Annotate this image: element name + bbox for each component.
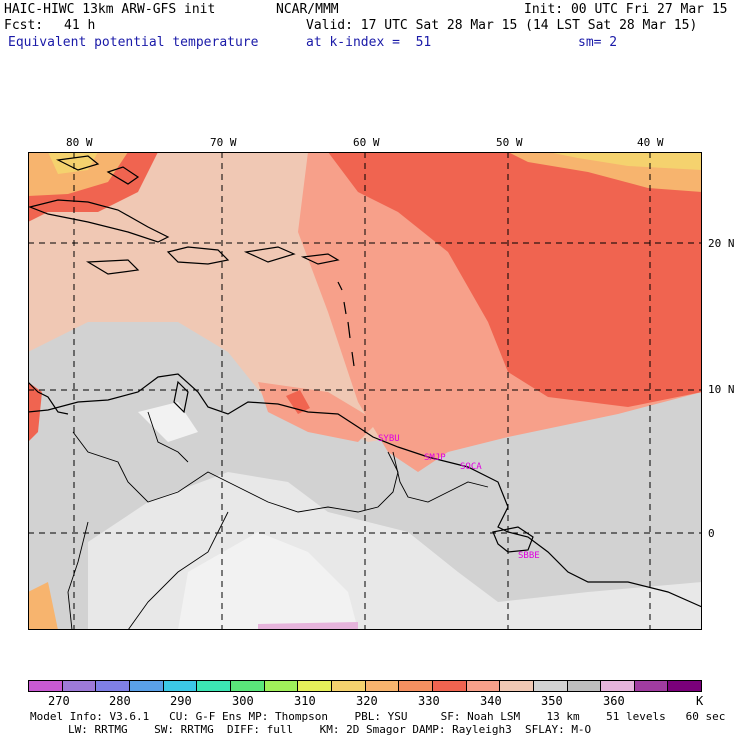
cbar-label-350: 350 — [541, 694, 563, 708]
lon-tick-60w: 60 W — [353, 136, 380, 149]
colorbar-swatch — [162, 681, 197, 691]
init-time: Init: 00 UTC Fri 27 Mar 15 — [524, 2, 728, 17]
colorbar-swatch — [364, 681, 399, 691]
colorbar-swatch — [566, 681, 601, 691]
colorbar-swatch — [465, 681, 500, 691]
colorbar-swatch — [95, 681, 129, 691]
station-sybu: SYBU — [378, 434, 400, 444]
org-label: NCAR/MMM — [276, 2, 339, 17]
colorbar-swatch — [499, 681, 533, 691]
lat-lon-grid — [28, 152, 702, 630]
field-name: Equivalent potential temperature — [8, 35, 259, 50]
lon-tick-40w: 40 W — [637, 136, 664, 149]
cbar-label-330: 330 — [418, 694, 440, 708]
map-panel — [28, 152, 702, 630]
field-yellow-top — [548, 152, 702, 170]
field-red-region — [328, 152, 702, 407]
station-smjp: SMJP — [424, 453, 446, 463]
level-label: at k-index = 51 — [306, 35, 432, 50]
cbar-label-320: 320 — [356, 694, 378, 708]
cbar-label-360: 360 — [603, 694, 625, 708]
field-lightest-region — [178, 532, 358, 630]
colorbar-swatch — [532, 681, 567, 691]
smoothing-label: sm= 2 — [578, 35, 618, 50]
cbar-label-unit: K — [696, 694, 704, 708]
cbar-label-280: 280 — [109, 694, 131, 708]
field-warm-sw — [28, 582, 58, 630]
lon-tick-50w: 50 W — [496, 136, 523, 149]
lat-tick-0: 0 — [708, 527, 715, 540]
colorbar-swatch — [398, 681, 432, 691]
colorbar-swatch — [229, 681, 264, 691]
field-magenta-patch — [258, 622, 358, 630]
map-border — [28, 152, 702, 630]
lat-tick-20n: 20 N — [708, 237, 735, 250]
field-yellow-nw — [48, 152, 98, 174]
lon-tick-80w: 80 W — [66, 136, 93, 149]
cbar-label-290: 290 — [170, 694, 192, 708]
forecast-label: Fcst: — [4, 18, 44, 33]
station-sbbe: SBBE — [518, 551, 540, 561]
field-warm-west — [28, 382, 42, 442]
colorbar — [28, 680, 702, 692]
lon-tick-70w: 70 W — [210, 136, 237, 149]
station-soca: SOCA — [460, 462, 482, 472]
field-white-patch — [138, 402, 198, 442]
model-info-line2: LW: RRTMG SW: RRTMG DIFF: full KM: 2D Sm… — [68, 723, 592, 736]
colorbar-swatch — [128, 681, 163, 691]
colorbar-swatch — [330, 681, 365, 691]
colorbar-swatch — [667, 681, 702, 691]
forecast-value: 41 h — [64, 18, 96, 33]
colorbar-swatch — [297, 681, 331, 691]
cbar-label-340: 340 — [480, 694, 502, 708]
colorbar-swatch — [263, 681, 298, 691]
colorbar-swatch — [633, 681, 668, 691]
model-info-line1: Model Info: V3.6.1 CU: G-F Ens MP: Thomp… — [30, 710, 726, 723]
colorbar-swatch — [29, 681, 62, 691]
colorbar-swatch — [431, 681, 466, 691]
colorbar-swatch — [196, 681, 230, 691]
model-title: HAIC-HIWC 13km ARW-GFS init — [4, 2, 216, 17]
field-red-spot — [286, 390, 310, 414]
lat-tick-10n: 10 N — [708, 383, 735, 396]
cbar-label-310: 310 — [294, 694, 316, 708]
cbar-label-270: 270 — [48, 694, 70, 708]
colorbar-swatch — [600, 681, 634, 691]
cbar-label-300: 300 — [232, 694, 254, 708]
colorbar-swatch — [61, 681, 96, 691]
valid-time: Valid: 17 UTC Sat 28 Mar 15 (14 LST Sat … — [306, 18, 698, 33]
